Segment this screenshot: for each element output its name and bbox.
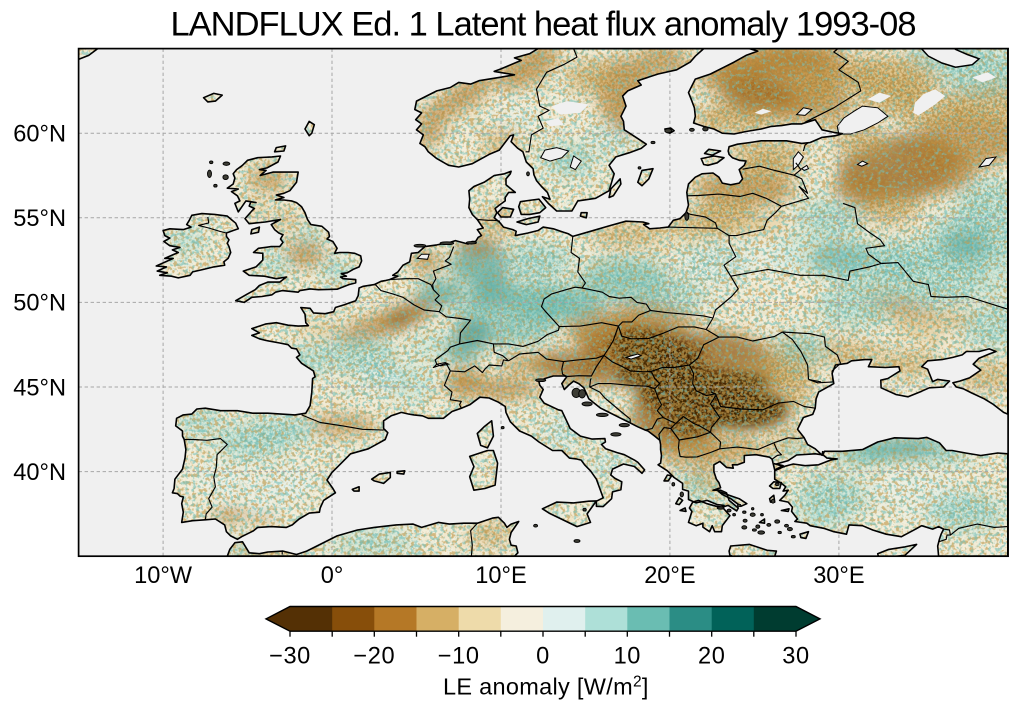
svg-text:20°E: 20°E <box>644 563 695 589</box>
svg-text:0: 0 <box>536 644 550 670</box>
svg-text:45°N: 45°N <box>13 375 66 401</box>
svg-text:50°N: 50°N <box>13 291 66 317</box>
svg-text:−20: −20 <box>353 644 395 670</box>
svg-text:10°E: 10°E <box>475 563 526 589</box>
svg-text:0°: 0° <box>321 563 344 589</box>
svg-text:−10: −10 <box>438 644 480 670</box>
svg-text:LE anomaly [W/m2]: LE anomaly [W/m2] <box>443 674 649 700</box>
svg-text:20: 20 <box>698 644 725 670</box>
svg-text:55°N: 55°N <box>13 206 66 232</box>
svg-text:30°E: 30°E <box>813 563 864 589</box>
svg-text:10°W: 10°W <box>134 563 193 589</box>
svg-text:30: 30 <box>782 644 809 670</box>
svg-text:LANDFLUX Ed. 1 Latent heat flu: LANDFLUX Ed. 1 Latent heat flux anomaly … <box>170 6 915 44</box>
svg-text:10: 10 <box>614 644 641 670</box>
svg-text:40°N: 40°N <box>13 460 66 486</box>
svg-text:60°N: 60°N <box>13 122 66 148</box>
svg-text:−30: −30 <box>269 644 311 670</box>
